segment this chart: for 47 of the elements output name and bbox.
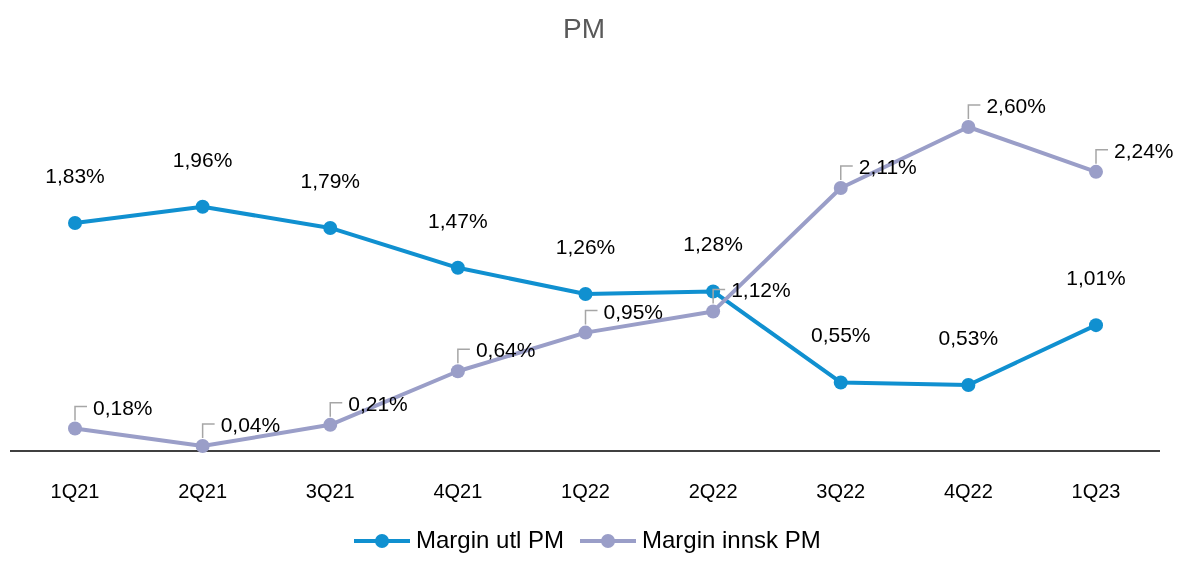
data-label: 0,53% — [938, 325, 999, 349]
data-label: 2,11% — [858, 155, 917, 179]
data-label: 1,01% — [1066, 266, 1126, 290]
data-label: 0,95% — [603, 299, 664, 323]
point — [578, 325, 593, 340]
data-label: 2,60% — [986, 94, 1046, 117]
point — [961, 377, 976, 392]
data-label: 2,24% — [1114, 138, 1174, 162]
data-label: 1,28% — [683, 232, 743, 256]
x-tick-label: 1Q23 — [1071, 480, 1121, 502]
x-tick-label: 4Q22 — [943, 480, 993, 502]
point — [323, 417, 338, 432]
point — [961, 120, 976, 134]
point — [323, 220, 338, 235]
point — [706, 304, 721, 319]
data-label: 0,04% — [220, 413, 281, 437]
legend-label: Margin innsk PM — [642, 526, 821, 553]
data-label: 1,26% — [555, 234, 616, 258]
data-label: 0,18% — [93, 395, 153, 419]
data-label: 1,47% — [428, 208, 488, 232]
point — [1089, 164, 1103, 179]
point — [450, 260, 465, 275]
point — [833, 181, 848, 196]
point — [578, 286, 593, 301]
data-label: 0,21% — [348, 391, 408, 415]
data-label: 1,79% — [300, 168, 361, 192]
point — [195, 199, 210, 214]
point — [195, 439, 210, 454]
point — [833, 375, 848, 390]
data-label: 1,83% — [45, 163, 105, 187]
x-tick-label: 3Q22 — [816, 480, 866, 502]
point — [450, 364, 465, 379]
chart-title: PM — [563, 13, 605, 44]
x-tick-label: 1Q21 — [50, 480, 100, 502]
data-label: 0,64% — [475, 338, 536, 362]
x-tick-label: 2Q22 — [688, 480, 738, 502]
point — [68, 215, 82, 230]
x-tick-label: 1Q22 — [561, 480, 610, 502]
x-tick-label: 4Q21 — [433, 480, 483, 502]
point — [1089, 318, 1103, 333]
point — [68, 421, 82, 436]
data-label: 0,55% — [810, 323, 871, 347]
x-tick-label: 2Q21 — [178, 480, 228, 502]
x-tick-label: 3Q21 — [305, 480, 355, 502]
data-label: 1,96% — [172, 147, 233, 171]
legend-label: Margin utl PM — [416, 526, 565, 553]
data-label: 1,12% — [731, 278, 791, 302]
